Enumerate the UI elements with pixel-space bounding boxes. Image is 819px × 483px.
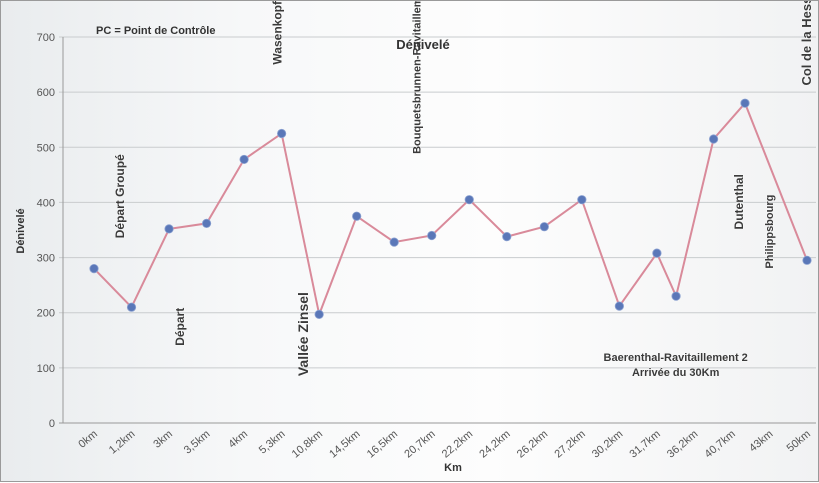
- data-point: [201, 218, 212, 228]
- y-tick-label: 100: [37, 363, 55, 375]
- annotation-label: Départ Groupé: [113, 154, 127, 238]
- annotation-label: Wasenkopf (PC): [271, 1, 285, 65]
- data-point: [314, 309, 324, 319]
- x-tick-label: 36,2km: [665, 428, 700, 460]
- y-tick-label: 0: [49, 418, 55, 430]
- x-axis-label: Km: [444, 462, 462, 474]
- annotation-label: Vallée Zinsel: [295, 292, 311, 376]
- x-tick-label: 31,7km: [627, 428, 662, 460]
- y-tick-label: 500: [37, 142, 55, 154]
- annotation-label: Bouquetsbrunnen-Ravitaillement (1): [411, 1, 423, 154]
- x-tick-label: 0km: [76, 428, 100, 451]
- y-tick-label: 700: [37, 32, 55, 44]
- x-tick-label: 22,2km: [440, 428, 475, 460]
- x-tick-label: 26,2km: [515, 428, 550, 460]
- annotation-label: Arrivée du 30Km: [632, 367, 720, 379]
- annotation-label: Col de la Hesse: [799, 1, 814, 86]
- data-point: [239, 154, 249, 165]
- data-point: [502, 232, 512, 242]
- x-tick-label: 27,2km: [552, 428, 587, 460]
- data-point: [352, 211, 362, 221]
- x-tick-label: 16,5km: [365, 428, 400, 460]
- annotations: Départ Groupé Départ Vallée Zinsel Wasenkop…: [113, 1, 814, 379]
- chart-title: Dénivelé: [396, 37, 449, 52]
- x-tick-label: 50km: [785, 428, 813, 454]
- data-point: [740, 98, 750, 108]
- data-point: [671, 291, 681, 301]
- x-tick-label: 24,2km: [477, 428, 512, 460]
- x-tick-label: 30,2km: [590, 428, 625, 460]
- data-point: [427, 230, 437, 241]
- x-tick-labels: 0km 1,2km 3km 3,5km 4km 5,3km 10,8km 14,5km 16,5…: [76, 428, 813, 460]
- x-tick-label: 4km: [226, 428, 250, 451]
- x-tick-label: 43km: [747, 428, 775, 454]
- y-tick-label: 300: [37, 253, 55, 265]
- annotation-label: Dutenthal: [732, 174, 746, 229]
- data-point: [277, 128, 287, 139]
- data-point: [126, 302, 137, 312]
- data-point: [709, 134, 719, 144]
- x-tick-label: 14,5km: [327, 428, 362, 460]
- series-line: [93, 101, 808, 318]
- annotation-label: Départ: [173, 308, 187, 346]
- x-tick-label: 5,3km: [257, 428, 288, 456]
- series-markers: [89, 98, 812, 319]
- data-point: [577, 195, 587, 205]
- legend-note: PC = Point de Contrôle: [96, 25, 215, 37]
- annotation-label: Baerenthal-Ravitaillement 2: [604, 352, 748, 364]
- data-point: [464, 195, 474, 205]
- data-point: [389, 237, 399, 247]
- x-tick-label: 10,8km: [290, 428, 325, 460]
- data-point: [539, 222, 549, 232]
- data-point: [89, 263, 99, 274]
- x-tick-label: 40,7km: [703, 428, 738, 460]
- data-point: [614, 301, 624, 311]
- grid-lines: [59, 36, 816, 424]
- y-tick-label: 600: [37, 87, 55, 99]
- data-point: [652, 248, 662, 258]
- y-tick-labels: 0 100 200 300 400 500 600 700: [37, 32, 55, 430]
- x-tick-label: 20,7km: [402, 428, 437, 460]
- data-point: [164, 224, 174, 234]
- x-tick-label: 3,5km: [182, 428, 213, 456]
- y-tick-label: 200: [37, 308, 55, 320]
- data-point: [802, 255, 812, 265]
- y-axis-label: Dénivelé: [15, 208, 27, 253]
- x-tick-label: 3km: [151, 428, 175, 451]
- x-tick-label: 1,2km: [107, 428, 138, 456]
- y-tick-label: 400: [37, 197, 55, 209]
- annotation-label: Philippsbourg: [764, 195, 776, 269]
